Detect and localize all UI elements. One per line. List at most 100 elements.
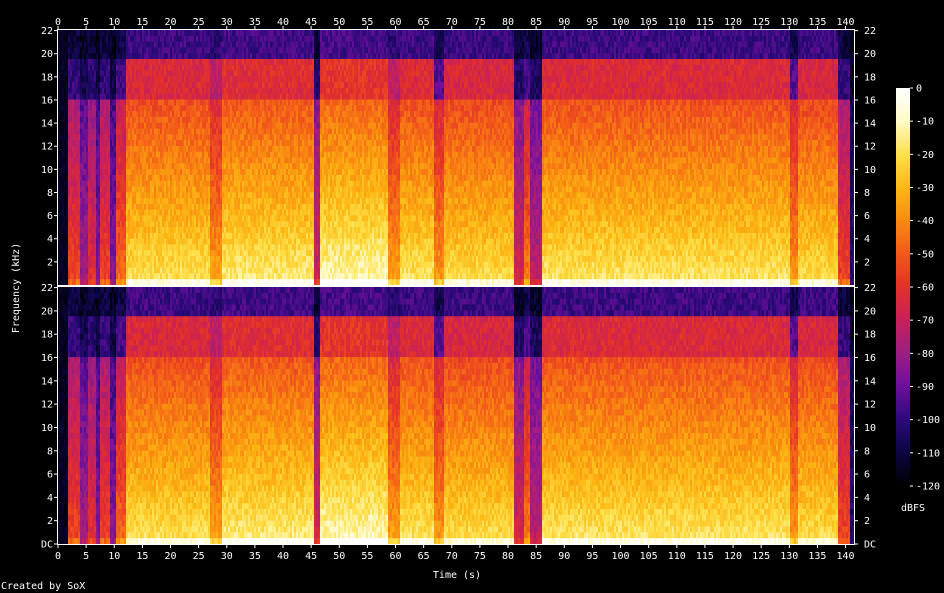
x-tick-label-bottom: 65 (418, 551, 430, 562)
x-tick-label-bottom: 115 (696, 551, 714, 562)
x-tick-label-bottom: 30 (221, 551, 233, 562)
y-tick-label-left: 6 (47, 211, 53, 222)
y-tick-label-right: 4 (864, 493, 870, 504)
y-tick-label-left: 2 (47, 516, 53, 527)
y-tick-label-left: 14 (41, 119, 53, 130)
y-tick-label-left: 10 (41, 423, 53, 434)
y-tick-label-left: 6 (47, 470, 53, 481)
y-tick-label-right: 22 (864, 26, 876, 37)
x-tick-label-bottom: 50 (333, 551, 345, 562)
x-tick-label-bottom: 75 (474, 551, 486, 562)
y-tick-label-right: 12 (864, 400, 876, 411)
x-tick-label-bottom: 90 (558, 551, 570, 562)
y-tick-label-left: 12 (41, 400, 53, 411)
y-tick-label-right: 14 (864, 119, 876, 130)
y-tick-label-left: 20 (41, 49, 53, 60)
colorbar-tick-label: -30 (916, 183, 934, 194)
colorbar-tick-label: -120 (916, 482, 940, 493)
x-tick-label-bottom: 70 (446, 551, 458, 562)
x-tick-label-bottom: 140 (837, 551, 855, 562)
y-tick-label-left: 16 (41, 95, 53, 106)
x-tick-label-bottom: 135 (808, 551, 826, 562)
x-tick-label-bottom: 10 (108, 551, 120, 562)
y-tick-label-left: 16 (41, 353, 53, 364)
x-tick-label-bottom: 25 (193, 551, 205, 562)
colorbar-tick-label: -60 (916, 283, 934, 294)
y-tick-label-right: 8 (864, 188, 870, 199)
y-tick-label-right: 20 (864, 49, 876, 60)
colorbar-tick-label: -40 (916, 216, 934, 227)
y-tick-label-right: 6 (864, 470, 870, 481)
colorbar-tick-label: -100 (916, 415, 940, 426)
y-tick-label-left: 22 (41, 26, 53, 37)
y-tick-label-left: 4 (47, 234, 53, 245)
x-axis-title: Time (s) (433, 570, 481, 581)
y-tick-label-left: 20 (41, 306, 53, 317)
x-tick-label-bottom: 105 (640, 551, 658, 562)
y-tick-label-right: 2 (864, 516, 870, 527)
y-tick-label-left: 8 (47, 188, 53, 199)
y-tick-label-right: 4 (864, 234, 870, 245)
x-tick-label-bottom: 35 (249, 551, 261, 562)
x-tick-label-bottom: 0 (55, 551, 61, 562)
x-tick-label-bottom: 85 (530, 551, 542, 562)
x-axis-bottom: 0 5 10 15 20 25 30 35 40 45 50 55 60 65 70 75 80 85 90 95 10… (55, 545, 855, 562)
y-tick-label-left: 12 (41, 142, 53, 153)
x-tick-label-bottom: 120 (724, 551, 742, 562)
y-tick-label-right: 10 (864, 165, 876, 176)
y-tick-label-right: 8 (864, 446, 870, 457)
spectrogram-channel-1 (58, 30, 854, 285)
x-tick-label-bottom: 55 (361, 551, 373, 562)
x-tick-label-bottom: 15 (136, 551, 148, 562)
colorbar-tick-label: -70 (916, 316, 934, 327)
y-tick-label-left: 14 (41, 376, 53, 387)
y-tick-label-right: 20 (864, 306, 876, 317)
y-axis-left: 2 4 6 8 10 12 14 16 18 20 22 DC 2 4 6 8 10 12 14 16 18 20 22 (41, 26, 57, 550)
y-tick-label-right: 2 (864, 257, 870, 268)
y-tick-label-left: 8 (47, 446, 53, 457)
y-tick-label-left: 2 (47, 257, 53, 268)
colorbar-tick-label: -90 (916, 382, 934, 393)
y-tick-label-right: 18 (864, 72, 876, 83)
x-tick-label-bottom: 125 (752, 551, 770, 562)
y-tick-label-right: 10 (864, 423, 876, 434)
colorbar-tick-label: 0 (916, 84, 922, 95)
x-tick-label-bottom: 40 (277, 551, 289, 562)
y-tick-label-right: DC (864, 540, 876, 551)
spectrogram-chart: 0 5 10 15 20 25 30 35 40 45 50 55 60 65 70 75 80 85 90 95 10… (0, 0, 944, 593)
x-tick-label-bottom: 130 (780, 551, 798, 562)
colorbar-tick-label: -50 (916, 249, 934, 260)
x-tick-label-bottom: 5 (83, 551, 89, 562)
y-tick-label-left: 18 (41, 72, 53, 83)
y-tick-label-right: 16 (864, 95, 876, 106)
y-tick-label-left: DC (41, 540, 53, 551)
y-tick-label-right: 12 (864, 142, 876, 153)
colorbar-tick-label: -110 (916, 448, 940, 459)
x-axis-top: 0 5 10 15 20 25 30 35 40 45 50 55 60 65 70 75 80 85 90 95 10… (55, 17, 855, 29)
colorbar-label: dBFS (901, 503, 925, 514)
y-tick-label-left: 18 (41, 330, 53, 341)
y-tick-label-left: 10 (41, 165, 53, 176)
colorbar (896, 88, 910, 486)
y-tick-label-right: 18 (864, 330, 876, 341)
x-tick-label-bottom: 110 (668, 551, 686, 562)
colorbar-tick-label: -10 (916, 117, 934, 128)
y-tick-label-left: 22 (41, 283, 53, 294)
created-by-credit: Created by SoX (1, 581, 85, 592)
y-axis-title: Frequency (kHz) (11, 243, 22, 333)
y-tick-label-right: 22 (864, 283, 876, 294)
x-tick-label-bottom: 80 (502, 551, 514, 562)
colorbar-tick-label: -20 (916, 150, 934, 161)
spectrogram-channel-2 (58, 287, 854, 544)
x-tick-label-bottom: 60 (390, 551, 402, 562)
y-tick-label-left: 4 (47, 493, 53, 504)
x-tick-label-bottom: 95 (586, 551, 598, 562)
colorbar-ticks: 0 -10 -20 -30 -40 -50 -60 -70 -80 -90 -100 -110 -120 (910, 84, 940, 493)
x-tick-label-bottom: 20 (164, 551, 176, 562)
x-tick-label-bottom: 45 (305, 551, 317, 562)
x-tick-label-bottom: 100 (612, 551, 630, 562)
colorbar-tick-label: -80 (916, 349, 934, 360)
y-tick-label-right: 6 (864, 211, 870, 222)
y-tick-label-right: 14 (864, 376, 876, 387)
